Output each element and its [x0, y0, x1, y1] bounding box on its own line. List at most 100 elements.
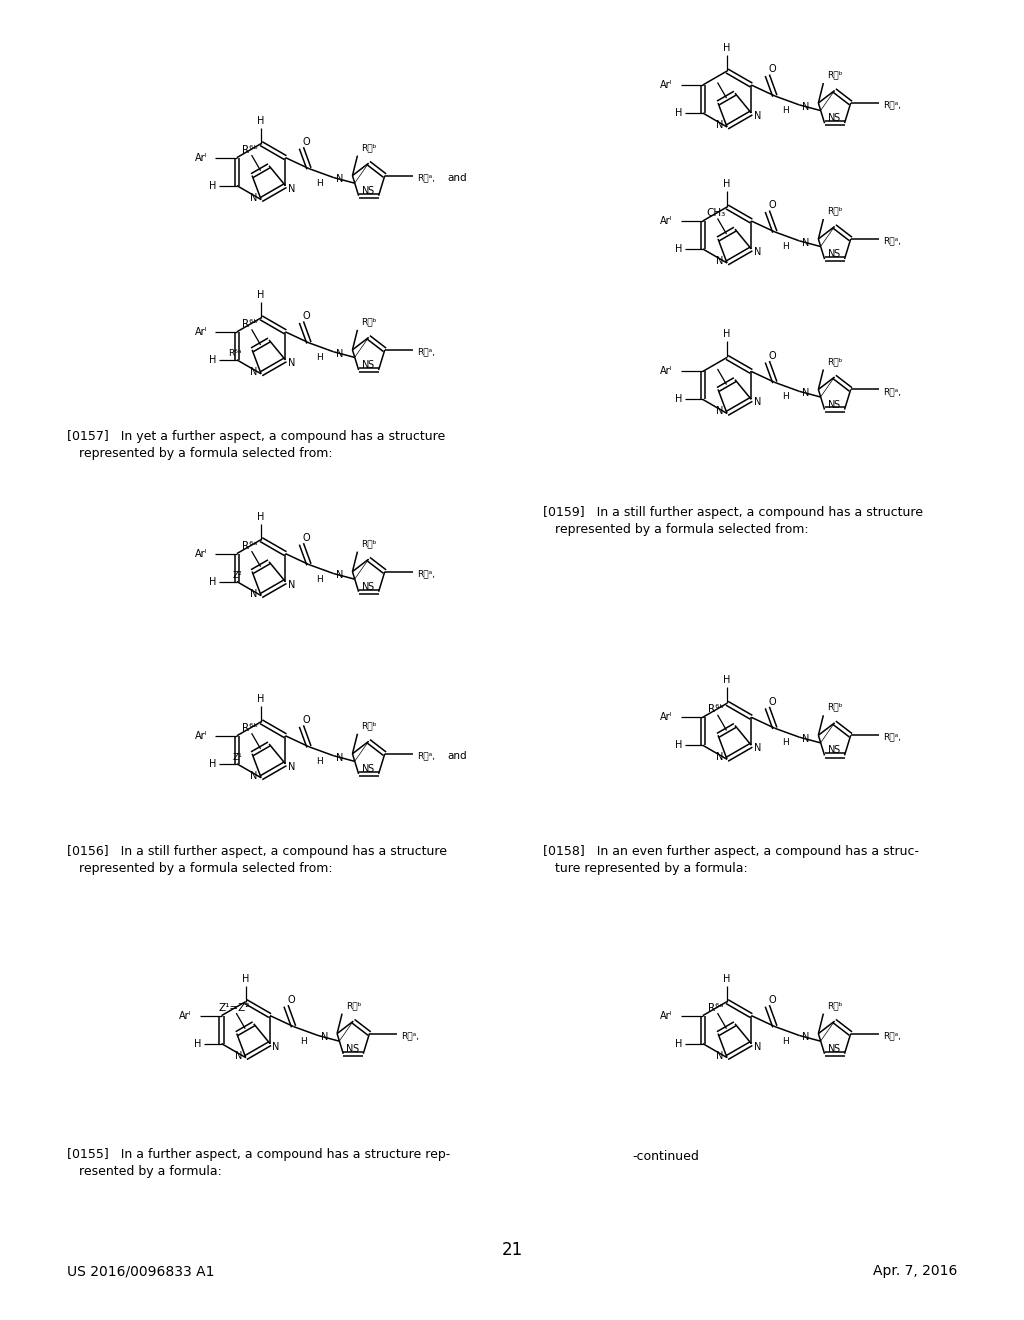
Text: S: S — [368, 582, 374, 591]
Text: N: N — [827, 400, 835, 409]
Text: Rᶀᵇ: Rᶀᵇ — [827, 70, 843, 79]
Text: Z¹: Z¹ — [232, 752, 242, 762]
Text: S: S — [368, 360, 374, 370]
Text: N: N — [251, 367, 258, 376]
Text: O: O — [303, 715, 310, 725]
Text: O: O — [303, 533, 310, 543]
Text: O: O — [769, 697, 776, 706]
Text: Rᶀᵇ: Rᶀᵇ — [361, 317, 377, 326]
Text: [0156]   In a still further aspect, a compound has a structure
   represented by: [0156] In a still further aspect, a comp… — [67, 845, 446, 875]
Text: Rᶀᵃ,: Rᶀᵃ, — [883, 733, 901, 742]
Text: O: O — [769, 351, 776, 360]
Text: H: H — [194, 1039, 201, 1048]
Text: N: N — [346, 1044, 353, 1053]
Text: N: N — [717, 120, 724, 129]
Text: N: N — [336, 348, 344, 359]
Text: Arˡ: Arˡ — [179, 1011, 191, 1020]
Text: Rᶀᵇ: Rᶀᵇ — [827, 356, 843, 366]
Text: S: S — [368, 186, 374, 195]
Text: Arˡ: Arˡ — [195, 731, 207, 741]
Text: Rᶀᵃ,: Rᶀᵃ, — [417, 173, 435, 182]
Text: H: H — [723, 974, 731, 983]
Text: N: N — [361, 582, 369, 591]
Text: Apr. 7, 2016: Apr. 7, 2016 — [873, 1265, 957, 1278]
Text: H: H — [675, 244, 682, 253]
Text: O: O — [288, 995, 295, 1005]
Text: [0155]   In a further aspect, a compound has a structure rep-
   resented by a f: [0155] In a further aspect, a compound h… — [67, 1148, 450, 1179]
Text: H: H — [723, 44, 731, 53]
Text: N: N — [236, 1051, 243, 1060]
Text: N: N — [361, 764, 369, 774]
Text: H: H — [300, 1036, 307, 1045]
Text: Rᶀᵃ,: Rᶀᵃ, — [417, 569, 435, 578]
Text: S: S — [368, 764, 374, 774]
Text: Arˡ: Arˡ — [660, 713, 673, 722]
Text: N: N — [336, 174, 344, 185]
Text: Rᶀᵃ,: Rᶀᵃ, — [883, 1031, 901, 1040]
Text: H: H — [675, 741, 682, 750]
Text: N: N — [802, 102, 810, 112]
Text: Arˡ: Arˡ — [195, 153, 207, 162]
Text: N: N — [288, 183, 295, 194]
Text: Rᶀᵇ: Rᶀᵇ — [827, 702, 843, 711]
Text: H: H — [781, 738, 788, 747]
Text: R⁶ᵃ: R⁶ᵃ — [708, 1003, 723, 1012]
Text: H: H — [242, 974, 250, 983]
Text: Rᶀᵇ: Rᶀᵇ — [361, 721, 377, 730]
Text: N: N — [321, 1032, 329, 1043]
Text: R⁶ᵃ: R⁶ᵃ — [228, 348, 242, 358]
Text: Z¹=Z²: Z¹=Z² — [218, 1003, 250, 1012]
Text: H: H — [723, 180, 731, 189]
Text: S: S — [352, 1044, 358, 1053]
Text: O: O — [303, 137, 310, 147]
Text: R⁶ᵇ: R⁶ᵇ — [242, 723, 257, 733]
Text: O: O — [303, 312, 310, 321]
Text: H: H — [315, 352, 323, 362]
Text: N: N — [802, 388, 810, 399]
Text: H: H — [723, 676, 731, 685]
Text: N: N — [717, 1051, 724, 1060]
Text: Rᶀᵃ,: Rᶀᵃ, — [883, 236, 901, 246]
Text: Arˡ: Arˡ — [660, 216, 673, 226]
Text: H: H — [781, 242, 788, 251]
Text: H: H — [257, 694, 265, 704]
Text: N: N — [827, 746, 835, 755]
Text: N: N — [272, 1041, 280, 1052]
Text: H: H — [315, 574, 323, 583]
Text: N: N — [717, 407, 724, 416]
Text: H: H — [257, 290, 265, 300]
Text: Rᶀᵃ,: Rᶀᵃ, — [883, 387, 901, 396]
Text: H: H — [209, 355, 216, 364]
Text: O: O — [769, 995, 776, 1005]
Text: Rᶀᵇ: Rᶀᵇ — [827, 206, 843, 215]
Text: 21: 21 — [502, 1241, 522, 1259]
Text: H: H — [781, 106, 788, 115]
Text: [0158]   In an even further aspect, a compound has a struc-
   ture represented : [0158] In an even further aspect, a comp… — [543, 845, 919, 875]
Text: N: N — [251, 771, 258, 780]
Text: N: N — [754, 247, 761, 257]
Text: N: N — [802, 238, 810, 248]
Text: N: N — [288, 762, 295, 772]
Text: Arˡ: Arˡ — [195, 549, 207, 558]
Text: H: H — [723, 330, 731, 339]
Text: [0157]   In yet a further aspect, a compound has a structure
   represented by a: [0157] In yet a further aspect, a compou… — [67, 430, 444, 461]
Text: Z²: Z² — [232, 570, 242, 579]
Text: N: N — [754, 111, 761, 121]
Text: Rᶀᵇ: Rᶀᵇ — [361, 143, 377, 152]
Text: H: H — [257, 512, 265, 521]
Text: R⁶ᵃ: R⁶ᵃ — [242, 541, 257, 550]
Text: N: N — [827, 249, 835, 259]
Text: H: H — [315, 178, 323, 187]
Text: [0159]   In a still further aspect, a compound has a structure
   represented by: [0159] In a still further aspect, a comp… — [543, 506, 923, 536]
Text: N: N — [754, 1041, 761, 1052]
Text: N: N — [288, 358, 295, 368]
Text: R⁶ᵇ: R⁶ᵇ — [242, 319, 257, 329]
Text: Rᶀᵃ,: Rᶀᵃ, — [417, 347, 435, 356]
Text: N: N — [754, 397, 761, 408]
Text: R⁶ᵇ: R⁶ᵇ — [708, 705, 723, 714]
Text: N: N — [802, 1032, 810, 1043]
Text: H: H — [675, 1039, 682, 1048]
Text: Arˡ: Arˡ — [660, 81, 673, 90]
Text: US 2016/0096833 A1: US 2016/0096833 A1 — [67, 1265, 214, 1278]
Text: -continued: -continued — [633, 1150, 699, 1163]
